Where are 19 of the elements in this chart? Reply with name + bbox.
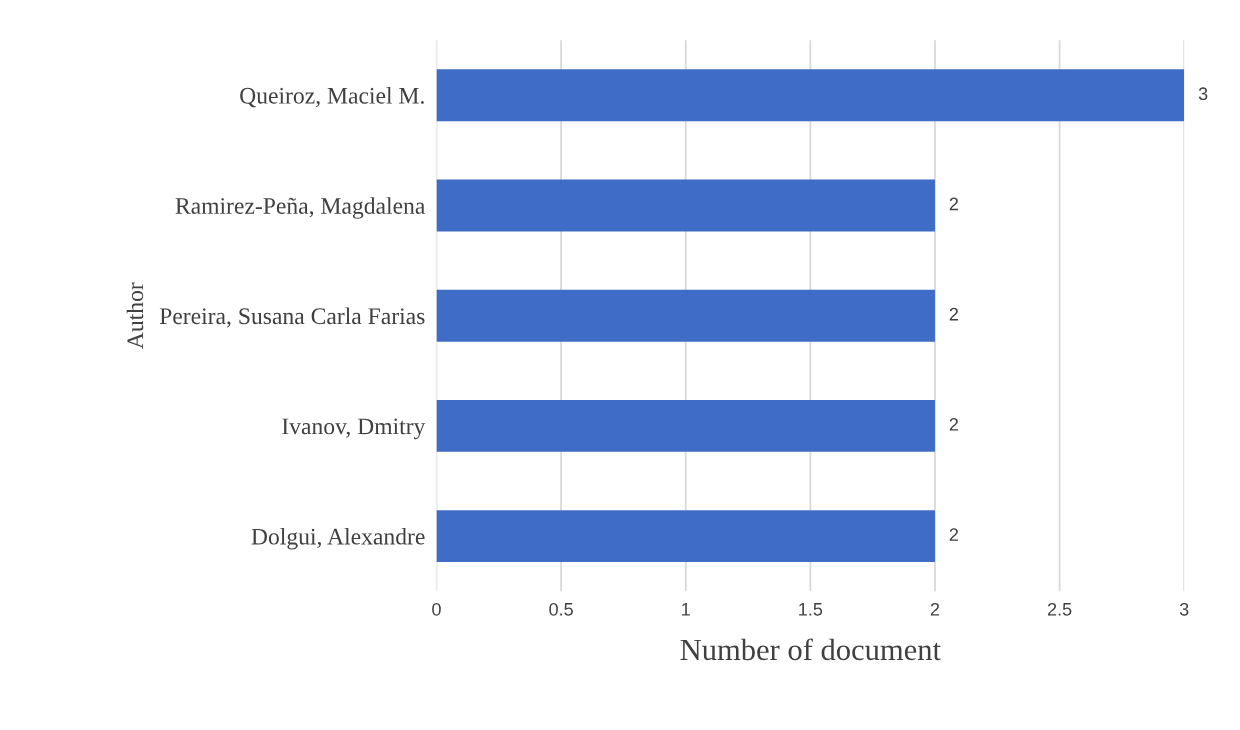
y-axis-title: Author <box>126 282 144 349</box>
y-tick-label: Queiroz, Maciel M. <box>240 87 424 108</box>
x-tick-label: 0.5 <box>549 602 573 616</box>
x-tick-label: 0 <box>432 602 441 616</box>
data-label: 2 <box>949 307 958 321</box>
y-tick-label: Ramirez-Peña, Magdalena <box>175 197 426 219</box>
y-tick-label: Dolgui, Alexandre <box>251 527 425 550</box>
x-tick-label: 2.5 <box>1047 602 1072 616</box>
data-label: 2 <box>949 418 958 431</box>
y-tick-label: Ivanov, Dmitry <box>282 418 426 440</box>
data-label: 2 <box>949 197 958 211</box>
x-axis-title: Number of document <box>680 638 941 661</box>
x-tick-label: 3 <box>1179 602 1189 616</box>
data-label: 2 <box>949 528 958 541</box>
data-label: 3 <box>1198 87 1208 101</box>
x-tick-label: 1 <box>682 603 690 616</box>
x-tick-label: 1.5 <box>799 603 823 616</box>
y-tick-label: Pereira, Susana Carla Farias <box>159 307 425 328</box>
x-tick-label: 2 <box>930 602 940 616</box>
